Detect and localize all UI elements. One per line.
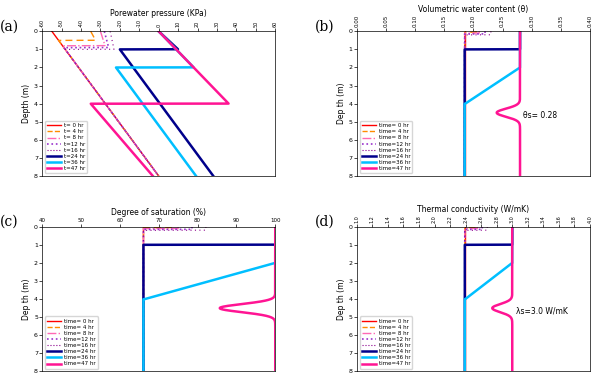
Y-axis label: Dep th (m): Dep th (m)	[22, 278, 31, 320]
Text: θs= 0.28: θs= 0.28	[523, 111, 557, 120]
Text: λs=3.0 W/mK: λs=3.0 W/mK	[516, 307, 568, 316]
Legend: time= 0 hr, time= 4 hr, time= 8 hr, time=12 hr, time=16 hr, time=24 hr, time=36 : time= 0 hr, time= 4 hr, time= 8 hr, time…	[359, 316, 412, 369]
Legend: time= 0 hr, time= 4 hr, time= 8 hr, time=12 hr, time=16 hr, time=24 hr, time=36 : time= 0 hr, time= 4 hr, time= 8 hr, time…	[45, 316, 98, 369]
Y-axis label: Dep th (m): Dep th (m)	[337, 278, 346, 320]
Legend: time= 0 hr, time= 4 hr, time= 8 hr, time=12 hr, time=16 hr, time=24 hr, time=36 : time= 0 hr, time= 4 hr, time= 8 hr, time…	[359, 121, 412, 173]
X-axis label: Degree of saturation (%): Degree of saturation (%)	[111, 208, 206, 217]
X-axis label: Thermal conductivity (W/mK): Thermal conductivity (W/mK)	[417, 205, 530, 214]
Y-axis label: Depth (m): Depth (m)	[22, 84, 31, 123]
X-axis label: Porewater pressure (KPa): Porewater pressure (KPa)	[110, 9, 207, 18]
Y-axis label: Dep th (m): Dep th (m)	[337, 83, 346, 124]
Text: (b): (b)	[315, 20, 335, 34]
X-axis label: Volumetric water content (θ): Volumetric water content (θ)	[418, 5, 529, 14]
Legend: t= 0 hr, t= 4 hr, t= 8 hr, t=12 hr, t=16 hr, t=24 hr, t=36 hr, t=47 hr: t= 0 hr, t= 4 hr, t= 8 hr, t=12 hr, t=16…	[45, 121, 87, 173]
Text: (a): (a)	[0, 20, 19, 34]
Text: (d): (d)	[315, 215, 335, 229]
Text: (c): (c)	[0, 215, 19, 229]
